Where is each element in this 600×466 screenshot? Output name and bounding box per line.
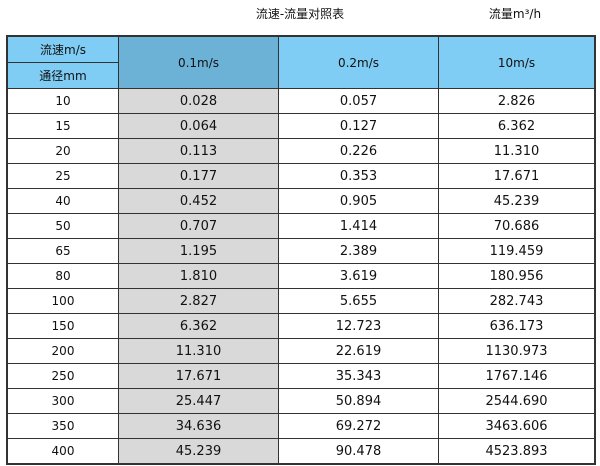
flow-cell: 45.239 — [118, 438, 279, 465]
flow-cell: 35.343 — [278, 363, 439, 389]
flow-cell: 282.743 — [438, 288, 596, 314]
header-diameter: 通径mm — [6, 62, 119, 89]
flow-cell: 1.195 — [118, 238, 279, 264]
flow-cell: 180.956 — [438, 263, 596, 289]
header-col-1: 0.1m/s — [118, 35, 279, 89]
table-row: 80 1.810 3.619 180.956 — [6, 263, 596, 289]
table-row: 25 0.177 0.353 17.671 — [6, 163, 596, 189]
diameter-cell: 10 — [6, 88, 119, 114]
flow-cell: 22.619 — [278, 338, 439, 364]
table-title: 流速-流量对照表 — [255, 7, 345, 21]
diameter-cell: 250 — [6, 363, 119, 389]
flow-cell: 2.827 — [118, 288, 279, 314]
diameter-cell: 15 — [6, 113, 119, 139]
flow-cell: 5.655 — [278, 288, 439, 314]
flow-cell: 0.177 — [118, 163, 279, 189]
diameter-cell: 400 — [6, 438, 119, 465]
flow-cell: 0.353 — [278, 163, 439, 189]
table-row: 10 0.028 0.057 2.826 — [6, 88, 596, 114]
flow-cell: 34.636 — [118, 413, 279, 439]
table-row: 200 11.310 22.619 1130.973 — [6, 338, 596, 364]
flow-cell: 3463.606 — [438, 413, 596, 439]
flow-cell: 0.064 — [118, 113, 279, 139]
diameter-cell: 65 — [6, 238, 119, 264]
diameter-cell: 80 — [6, 263, 119, 289]
table-row: 150 6.362 12.723 636.173 — [6, 313, 596, 339]
flow-cell: 12.723 — [278, 313, 439, 339]
table-row: 300 25.447 50.894 2544.690 — [6, 388, 596, 414]
table-row: 20 0.113 0.226 11.310 — [6, 138, 596, 164]
table-row: 15 0.064 0.127 6.362 — [6, 113, 596, 139]
diameter-cell: 200 — [6, 338, 119, 364]
flow-cell: 1130.973 — [438, 338, 596, 364]
header-col-2: 0.2m/s — [278, 35, 439, 89]
table-row: 350 34.636 69.272 3463.606 — [6, 413, 596, 439]
flow-cell: 0.226 — [278, 138, 439, 164]
diameter-cell: 100 — [6, 288, 119, 314]
flow-cell: 1.414 — [278, 213, 439, 239]
flow-cell: 0.057 — [278, 88, 439, 114]
table-row: 65 1.195 2.389 119.459 — [6, 238, 596, 264]
table-row: 400 45.239 90.478 4523.893 — [6, 438, 596, 465]
header-col-3: 10m/s — [438, 35, 596, 89]
diameter-cell: 350 — [6, 413, 119, 439]
diameter-cell: 50 — [6, 213, 119, 239]
table-row: 250 17.671 35.343 1767.146 — [6, 363, 596, 389]
diameter-cell: 300 — [6, 388, 119, 414]
diameter-cell: 150 — [6, 313, 119, 339]
flow-cell: 90.478 — [278, 438, 439, 465]
unit-label: 流量m³/h — [488, 7, 542, 21]
header-velocity: 流速m/s — [6, 35, 119, 63]
flow-cell: 0.028 — [118, 88, 279, 114]
flow-cell: 69.272 — [278, 413, 439, 439]
flow-cell: 2.389 — [278, 238, 439, 264]
flow-cell: 50.894 — [278, 388, 439, 414]
flow-cell: 6.362 — [438, 113, 596, 139]
flow-cell: 6.362 — [118, 313, 279, 339]
flow-cell: 45.239 — [438, 188, 596, 214]
flow-cell: 2.826 — [438, 88, 596, 114]
flow-cell: 3.619 — [278, 263, 439, 289]
flow-cell: 0.452 — [118, 188, 279, 214]
flow-cell: 17.671 — [118, 363, 279, 389]
flow-cell: 119.459 — [438, 238, 596, 264]
flow-cell: 0.113 — [118, 138, 279, 164]
flow-cell: 1.810 — [118, 263, 279, 289]
diameter-cell: 25 — [6, 163, 119, 189]
flow-cell: 17.671 — [438, 163, 596, 189]
flow-cell: 0.905 — [278, 188, 439, 214]
flow-cell: 2544.690 — [438, 388, 596, 414]
flow-cell: 4523.893 — [438, 438, 596, 465]
flow-cell: 1767.146 — [438, 363, 596, 389]
table-row: 40 0.452 0.905 45.239 — [6, 188, 596, 214]
flow-cell: 0.127 — [278, 113, 439, 139]
diameter-cell: 40 — [6, 188, 119, 214]
flow-cell: 11.310 — [438, 138, 596, 164]
flow-cell: 11.310 — [118, 338, 279, 364]
header-row-2: 通径mm — [6, 62, 595, 89]
flow-cell: 25.447 — [118, 388, 279, 414]
diameter-cell: 20 — [6, 138, 119, 164]
flow-table: 流速m/s 0.1m/s 0.2m/s 10m/s 通径mm 10 0.028 0.… — [6, 35, 596, 465]
header-row: 流速m/s 0.1m/s 0.2m/s 10m/s — [6, 35, 596, 89]
flow-cell: 0.707 — [118, 213, 279, 239]
flow-cell: 636.173 — [438, 313, 596, 339]
flow-cell: 70.686 — [438, 213, 596, 239]
table-row: 100 2.827 5.655 282.743 — [6, 288, 596, 314]
table-row: 50 0.707 1.414 70.686 — [6, 213, 596, 239]
